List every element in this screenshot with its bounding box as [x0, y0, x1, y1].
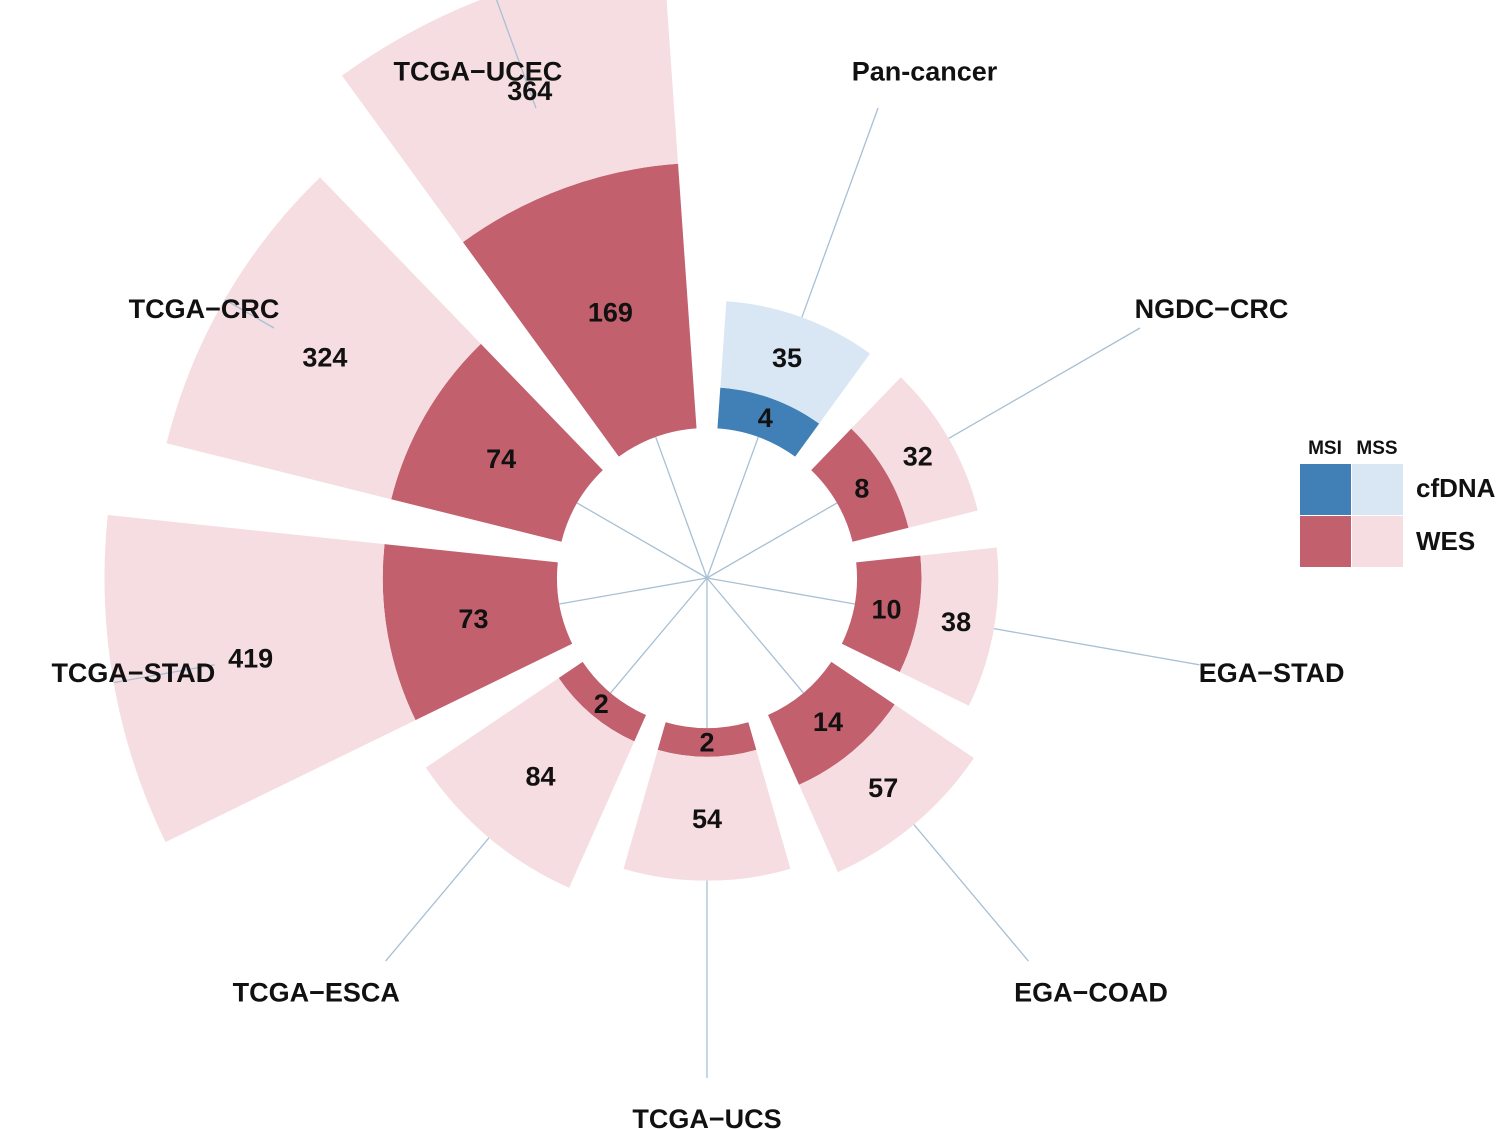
category-label-ega-coad: EGA−COAD — [1014, 978, 1168, 1008]
category-label-tcga-stad: TCGA−STAD — [51, 658, 215, 688]
bar-mss-ega-stad — [899, 547, 999, 706]
category-label-tcga-crc: TCGA−CRC — [129, 294, 280, 324]
spoke-ega-stad — [706, 577, 855, 605]
category-label-ega-stad: EGA−STAD — [1199, 658, 1345, 688]
legend: MSI MSS cfDNA WES — [1300, 438, 1496, 567]
bar-mss-tcga-stad — [104, 515, 416, 843]
spokes — [559, 436, 855, 728]
legend-header-msi: MSI — [1308, 438, 1342, 459]
leader-ega-stad — [993, 627, 1200, 666]
leader-tcga-stad — [113, 664, 215, 684]
leader-tcga-ucec — [495, 0, 537, 109]
value-label-mss-tcga-crc: 324 — [302, 342, 347, 372]
value-label-msi-pan-cancer: 4 — [758, 403, 773, 433]
category-label-tcga-ucs: TCGA−UCS — [632, 1104, 781, 1129]
leader-pan-cancer — [801, 107, 879, 318]
spoke-tcga-esca — [610, 577, 708, 694]
value-label-mss-ngdc-crc: 32 — [903, 441, 933, 471]
bar-mss-pan-cancer — [720, 301, 871, 424]
spoke-tcga-stad — [559, 577, 708, 605]
bar-mss-tcga-ucec — [342, 0, 679, 243]
bar-msi-tcga-esca — [558, 661, 646, 742]
bar-msi-ega-stad — [841, 555, 922, 673]
bar-mss-tcga-esca — [425, 678, 635, 888]
value-label-mss-tcga-ucec: 364 — [507, 76, 552, 106]
leader-tcga-esca — [385, 837, 490, 962]
legend-swatch-cfdna-msi — [1300, 464, 1351, 515]
value-label-msi-tcga-esca: 2 — [594, 689, 609, 719]
leader-tcga-crc — [224, 298, 275, 329]
leader-ngdc-crc — [948, 327, 1141, 440]
value-labels: 4 35 8 32 10 38 14 57 2 54 2 84 73 419 74 324 169 364 — [228, 76, 971, 834]
spoke-tcga-ucec — [655, 436, 708, 579]
value-label-msi-ega-stad: 10 — [871, 595, 901, 625]
spoke-ega-coad — [706, 577, 804, 694]
value-label-msi-tcga-ucs: 2 — [699, 727, 714, 757]
spoke-tcga-crc — [576, 502, 708, 579]
value-label-mss-pan-cancer: 35 — [772, 343, 802, 373]
bar-msi-tcga-stad — [382, 544, 573, 721]
bar-msi-ngdc-crc — [811, 428, 909, 542]
legend-label-cfdna: cfDNA — [1416, 473, 1496, 503]
legend-label-wes: WES — [1416, 526, 1475, 556]
value-label-msi-ega-coad: 14 — [813, 707, 843, 737]
value-label-mss-tcga-ucs: 54 — [692, 804, 722, 834]
category-label-pan-cancer: Pan-cancer — [852, 57, 998, 87]
category-label-ngdc-crc: NGDC−CRC — [1135, 294, 1289, 324]
category-label-tcga-ucec: TCGA−UCEC — [394, 57, 563, 87]
bars — [104, 0, 999, 888]
value-label-msi-ngdc-crc: 8 — [854, 474, 869, 504]
bar-mss-ngdc-crc — [851, 377, 978, 528]
bar-msi-tcga-crc — [391, 343, 603, 542]
leader-ega-coad — [913, 824, 1029, 962]
legend-swatch-wes-msi — [1300, 516, 1351, 567]
value-label-mss-ega-coad: 57 — [868, 773, 898, 803]
bar-mss-tcga-ucs — [623, 749, 791, 881]
value-label-msi-tcga-crc: 74 — [486, 444, 516, 474]
legend-swatch-cfdna-mss — [1352, 464, 1403, 515]
bar-msi-tcga-ucs — [657, 722, 757, 757]
bar-msi-tcga-ucec — [462, 163, 697, 457]
bar-msi-ega-coad — [768, 661, 895, 785]
category-labels: Pan-cancer NGDC−CRC EGA−STAD EGA−COAD TCGA−U… — [51, 57, 1344, 1129]
legend-swatch-wes-mss — [1352, 516, 1403, 567]
bar-mss-ega-coad — [799, 704, 974, 873]
spoke-pan-cancer — [706, 436, 759, 579]
bar-mss-tcga-crc — [166, 177, 481, 500]
value-label-mss-tcga-stad: 419 — [228, 643, 273, 673]
value-label-msi-tcga-stad: 73 — [458, 604, 488, 634]
spoke-ngdc-crc — [706, 502, 838, 579]
value-label-mss-tcga-esca: 84 — [525, 761, 555, 791]
value-label-mss-ega-stad: 38 — [941, 607, 971, 637]
value-label-msi-tcga-ucec: 169 — [588, 297, 633, 327]
leader-lines — [113, 0, 1200, 1078]
bar-msi-pan-cancer — [717, 387, 820, 457]
legend-header-mss: MSS — [1356, 438, 1397, 459]
category-label-tcga-esca: TCGA−ESCA — [233, 978, 400, 1008]
